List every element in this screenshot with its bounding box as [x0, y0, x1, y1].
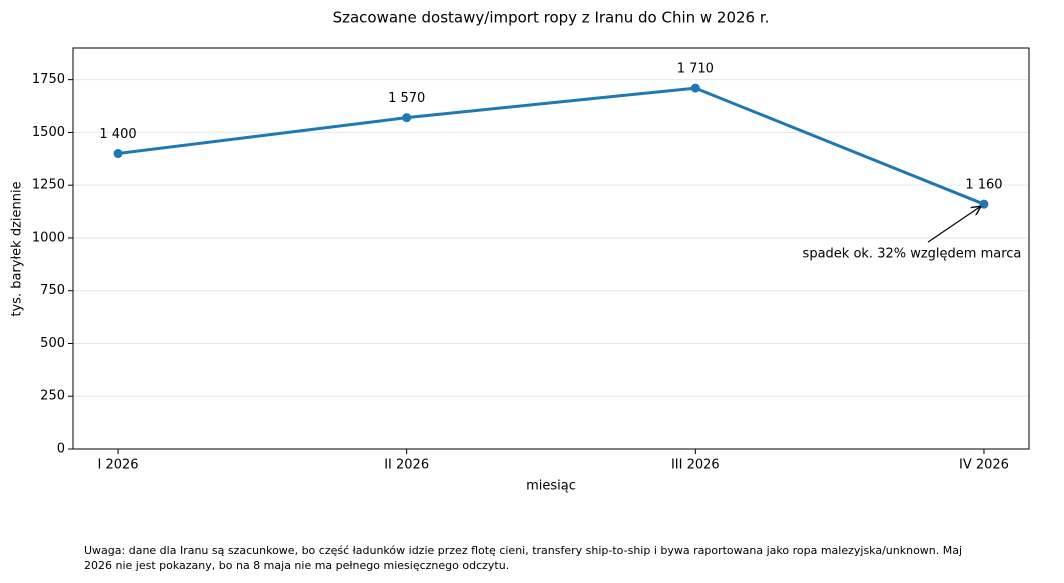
y-tick-label: 250: [40, 389, 65, 404]
y-axis-label: tys. baryłek dziennie: [10, 181, 25, 316]
chart-title: Szacowane dostawy/import ropy z Iranu do…: [333, 9, 770, 27]
point: [690, 83, 700, 93]
point: [402, 113, 412, 123]
point: [113, 149, 123, 159]
plot-frame: [72, 47, 1030, 450]
data-label: 1 400: [99, 127, 136, 142]
annotation: spadek ok. 32% względem marca: [803, 247, 1022, 262]
data-label: 1 570: [388, 91, 425, 106]
data-label: 1 710: [677, 62, 714, 77]
data-label: 1 160: [965, 178, 1002, 193]
line: [117, 86, 985, 206]
y-tick-label: 1000: [32, 230, 65, 245]
x-tick-label: IV 2026: [959, 458, 1009, 473]
x-axis-label: miesiąc: [526, 479, 576, 494]
y-tick-label: 0: [57, 442, 65, 457]
y-tick-label: 1750: [32, 72, 65, 87]
note: 2026 nie jest pokazany, bo na 8 maja nie…: [84, 559, 509, 572]
y-tick-label: 500: [40, 336, 65, 351]
x-tick-label: III 2026: [671, 458, 720, 473]
x-tick-label: II 2026: [384, 458, 429, 473]
note: Uwaga: dane dla Iranu są szacunkowe, bo …: [84, 544, 962, 557]
annotation-arrow: [927, 206, 981, 243]
y-tick-label: 1500: [32, 125, 65, 140]
x-tick-label: I 2026: [97, 458, 138, 473]
y-tick-label: 1250: [32, 178, 65, 193]
y-tick-label: 750: [40, 283, 65, 298]
point: [979, 199, 989, 209]
